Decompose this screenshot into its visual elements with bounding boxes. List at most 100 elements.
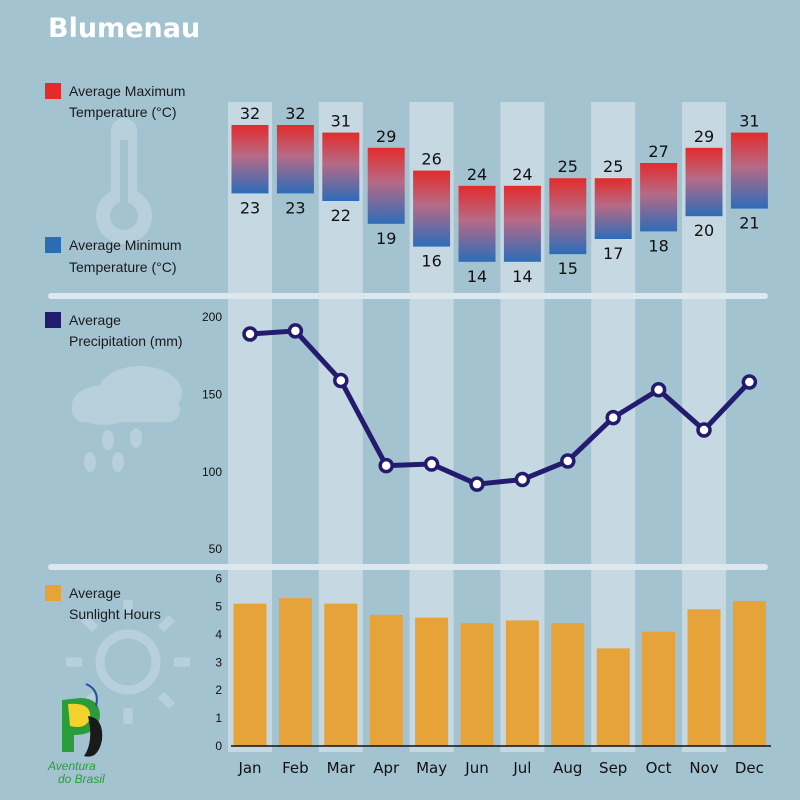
temp-range-bar-feb bbox=[276, 125, 314, 194]
temp-range-bar-nov bbox=[685, 147, 723, 217]
precip-point-aug bbox=[560, 453, 576, 469]
temp-min-label-jan: 23 bbox=[240, 198, 260, 217]
legend-swatch-sun bbox=[45, 585, 61, 601]
temp-max-label-sep: 25 bbox=[603, 157, 623, 176]
month-label-mar: Mar bbox=[327, 759, 356, 777]
month-label-oct: Oct bbox=[646, 759, 672, 777]
month-label-may: May bbox=[416, 759, 447, 777]
sun-bar-mar bbox=[324, 603, 358, 746]
precip-tick-100: 100 bbox=[202, 465, 222, 479]
temp-max-label-aug: 25 bbox=[558, 157, 578, 176]
precip-point-may bbox=[423, 456, 440, 472]
sun-tick-6: 6 bbox=[215, 572, 222, 586]
temp-max-label-mar: 31 bbox=[331, 112, 351, 131]
sun-tick-5: 5 bbox=[215, 600, 222, 614]
temp-range-bar-jan bbox=[231, 125, 269, 194]
sun-bar-sep bbox=[596, 648, 630, 746]
precip-point-oct bbox=[650, 382, 667, 398]
legend-swatch-temp-max bbox=[45, 83, 61, 99]
sun-tick-0: 0 bbox=[215, 739, 222, 753]
legend-temp-max-line2: Temperature (°C) bbox=[69, 104, 177, 120]
legend-sun-line1: Average bbox=[69, 585, 121, 601]
temp-min-label-oct: 18 bbox=[648, 236, 668, 255]
temp-range-bar-may bbox=[413, 170, 451, 247]
legend-temp-min-line2: Temperature (°C) bbox=[69, 259, 177, 275]
sun-bar-jun bbox=[460, 623, 494, 746]
precip-point-jun bbox=[469, 476, 485, 492]
precip-point-feb bbox=[287, 323, 304, 339]
sun-bar-nov bbox=[687, 609, 721, 746]
month-label-feb: Feb bbox=[282, 759, 309, 777]
temp-range-bar-dec bbox=[730, 132, 768, 209]
month-label-sep: Sep bbox=[599, 759, 627, 777]
legend-temp-min-line1: Average Minimum bbox=[69, 237, 182, 253]
month-label-nov: Nov bbox=[689, 759, 718, 777]
temp-max-label-apr: 29 bbox=[376, 127, 396, 146]
sun-bar-dec bbox=[732, 600, 766, 746]
temp-range-bar-aug bbox=[549, 178, 587, 255]
legend-precip-line1: Average bbox=[69, 312, 121, 328]
logo-line2: do Brasil bbox=[58, 772, 105, 786]
temp-max-label-may: 26 bbox=[421, 150, 441, 169]
legend-swatch-temp-min bbox=[45, 237, 61, 253]
temp-min-label-aug: 15 bbox=[558, 259, 578, 278]
temp-range-bar-apr bbox=[367, 147, 405, 224]
sun-bar-aug bbox=[551, 623, 585, 746]
precip-tick-50: 50 bbox=[209, 542, 223, 556]
temp-max-label-oct: 27 bbox=[648, 142, 668, 161]
sunlight-chart: 0 1 2 3 4 5 6 bbox=[215, 572, 766, 753]
separator-line bbox=[48, 293, 768, 299]
precip-line bbox=[249, 328, 752, 487]
precip-point-sep bbox=[605, 409, 621, 426]
temp-min-label-dec: 21 bbox=[739, 214, 759, 233]
temp-range-bar-oct bbox=[640, 163, 678, 232]
temp-min-label-may: 16 bbox=[421, 252, 441, 271]
legend-swatch-precip bbox=[45, 312, 61, 328]
sun-tick-4: 4 bbox=[215, 627, 222, 641]
sun-tick-3: 3 bbox=[215, 655, 222, 669]
temp-min-label-feb: 23 bbox=[285, 198, 305, 217]
sun-bar-apr bbox=[369, 614, 403, 746]
month-label-dec: Dec bbox=[735, 759, 764, 777]
temp-max-label-dec: 31 bbox=[739, 112, 759, 131]
temp-min-label-jun: 14 bbox=[467, 267, 487, 286]
temp-range-bar-sep bbox=[594, 178, 632, 239]
chart-title: Blumenau bbox=[48, 13, 200, 44]
temp-range-bar-jun bbox=[458, 185, 496, 262]
precipitation-chart: 50 100 150 200 bbox=[202, 310, 758, 556]
sun-bar-jul bbox=[505, 620, 539, 746]
temp-range-bar-mar bbox=[322, 132, 360, 201]
temp-min-label-mar: 22 bbox=[331, 206, 351, 225]
rain-cloud-icon bbox=[72, 366, 182, 472]
precip-point-dec bbox=[741, 374, 758, 390]
temp-min-label-sep: 17 bbox=[603, 244, 623, 263]
month-label-aug: Aug bbox=[553, 759, 582, 777]
sun-tick-2: 2 bbox=[215, 683, 222, 697]
precip-tick-200: 200 bbox=[202, 310, 222, 324]
legend-precip-line2: Precipitation (mm) bbox=[69, 333, 183, 349]
temp-min-label-jul: 14 bbox=[512, 267, 532, 286]
precip-point-apr bbox=[378, 457, 394, 474]
separator-line bbox=[48, 564, 768, 570]
month-label-jun: Jun bbox=[464, 759, 488, 777]
sun-bar-oct bbox=[642, 631, 676, 746]
thermometer-icon-inner bbox=[110, 140, 138, 230]
temp-max-label-nov: 29 bbox=[694, 127, 714, 146]
sun-bar-feb bbox=[278, 598, 312, 746]
legend-sun-line2: Sunlight Hours bbox=[69, 606, 161, 622]
temp-max-label-jul: 24 bbox=[512, 165, 532, 184]
sun-bar-may bbox=[415, 617, 449, 746]
temp-max-label-feb: 32 bbox=[285, 104, 305, 123]
sun-icon bbox=[66, 600, 190, 724]
precip-point-nov bbox=[696, 422, 712, 438]
month-label-apr: Apr bbox=[373, 759, 400, 777]
precip-tick-150: 150 bbox=[202, 387, 222, 401]
temp-range-bar-jul bbox=[503, 185, 541, 262]
temp-min-label-nov: 20 bbox=[694, 221, 714, 240]
month-label-jan: Jan bbox=[237, 759, 261, 777]
sun-tick-1: 1 bbox=[215, 711, 222, 725]
legend-temp-max-line1: Average Maximum bbox=[69, 83, 185, 99]
aventura-do-brasil-logo: Aventura do Brasil bbox=[47, 683, 105, 786]
temp-max-label-jun: 24 bbox=[467, 165, 487, 184]
